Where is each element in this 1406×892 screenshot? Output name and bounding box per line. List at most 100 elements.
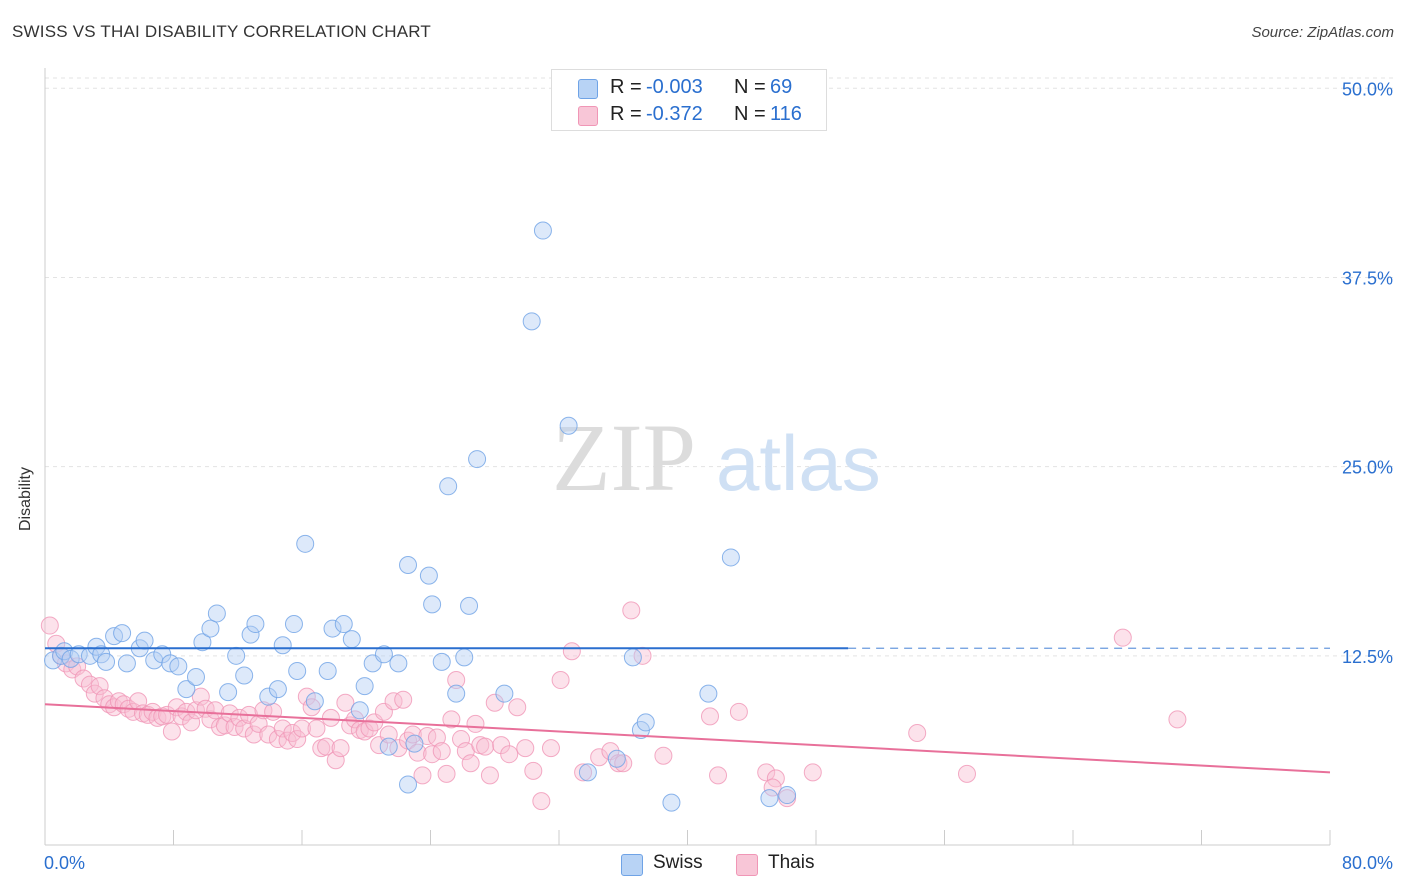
tick-labels: 12.5% 25.0% 37.5% 50.0% 0.0% 80.0% xyxy=(44,79,1393,873)
x-tick-label: 0.0% xyxy=(44,853,85,873)
thais-point xyxy=(654,746,673,765)
swiss-point xyxy=(318,661,337,680)
swiss-point xyxy=(259,687,278,706)
swiss-point xyxy=(55,642,74,661)
swiss-point xyxy=(399,775,418,794)
swiss-point xyxy=(399,556,418,575)
thais-point xyxy=(307,719,326,738)
thais-point xyxy=(574,763,593,782)
thais-point xyxy=(331,739,350,758)
y-tick-label: 25.0% xyxy=(1342,458,1393,478)
swiss-point xyxy=(662,793,681,812)
thais-point xyxy=(191,687,210,706)
thais-point xyxy=(403,725,422,744)
thais-point xyxy=(1168,710,1187,729)
thais-point xyxy=(908,724,927,743)
swiss-point xyxy=(241,625,260,644)
thais-point xyxy=(254,701,273,720)
swiss-point xyxy=(97,652,116,671)
thais-point xyxy=(423,745,442,764)
thais-point xyxy=(803,763,822,782)
swiss-point xyxy=(219,683,238,702)
correlation-legend: R = -0.003 N = 69 R = -0.372 N = 116 xyxy=(551,69,827,131)
swiss-point xyxy=(379,737,398,756)
swiss-point xyxy=(423,595,442,614)
thais-point xyxy=(562,642,581,661)
legend-swatch-swiss xyxy=(578,79,598,99)
swiss-point xyxy=(419,566,438,585)
swiss-point xyxy=(135,631,154,650)
swiss-point xyxy=(342,630,361,649)
thais-point xyxy=(225,717,244,736)
thais-point xyxy=(480,766,499,785)
thais-point xyxy=(1113,628,1132,647)
swiss-point xyxy=(699,684,718,703)
swiss-point xyxy=(495,684,514,703)
swiss-point xyxy=(288,661,307,680)
thais-point xyxy=(763,778,782,797)
thais-point xyxy=(326,751,345,770)
gridlines xyxy=(45,77,1393,657)
bottom-legend-swatch-swiss xyxy=(621,854,643,876)
thais-point xyxy=(413,766,432,785)
thais-point xyxy=(590,748,609,767)
thais-point xyxy=(516,739,535,758)
thais-point xyxy=(541,739,560,758)
thais-point xyxy=(485,693,504,712)
thais-point xyxy=(447,671,466,690)
thais-point xyxy=(729,702,748,721)
legend-r-value: -0.003 xyxy=(646,76,703,98)
swiss-point xyxy=(227,646,246,665)
thais-point xyxy=(244,725,263,744)
thais-point xyxy=(442,710,461,729)
thais-point xyxy=(384,692,403,711)
legend-row-swiss: R = -0.003 N = 69 xyxy=(552,74,826,100)
swiss-point xyxy=(207,604,226,623)
thais-point xyxy=(551,671,570,690)
swiss-point xyxy=(113,624,132,643)
swiss-point xyxy=(405,734,424,753)
thais-point xyxy=(182,713,201,732)
thais-point xyxy=(293,719,311,738)
thais-point xyxy=(476,737,495,756)
thais-point xyxy=(321,708,340,727)
swiss-point xyxy=(389,654,408,673)
thais-point xyxy=(394,690,413,709)
thais-point xyxy=(757,763,776,782)
swiss-point xyxy=(760,789,779,808)
swiss-point xyxy=(623,648,642,667)
thais-point xyxy=(524,761,543,780)
thais-point xyxy=(273,719,292,738)
thais-point xyxy=(508,698,527,717)
watermark: ZIP atlas xyxy=(552,404,881,511)
y-tick-label: 50.0% xyxy=(1342,79,1393,99)
swiss-point xyxy=(778,786,797,805)
swiss-point xyxy=(201,619,220,638)
swiss-point xyxy=(559,416,578,435)
thais-point xyxy=(427,728,446,747)
bottom-legend-swatch-thais xyxy=(736,854,758,876)
swiss-point xyxy=(177,680,196,699)
swiss-point xyxy=(350,701,369,720)
legend-n-value: 69 xyxy=(770,76,793,98)
thais-point xyxy=(143,702,162,721)
legend-swatch-thais xyxy=(578,106,598,126)
thais-point xyxy=(700,707,719,726)
swiss-point xyxy=(334,615,353,634)
swiss-point xyxy=(374,645,393,664)
legend-n-label: N = xyxy=(734,103,766,125)
thais-point xyxy=(532,792,551,811)
trend-lines xyxy=(44,647,1331,774)
thais-point xyxy=(40,616,59,635)
swiss-point xyxy=(636,713,655,732)
thais-point xyxy=(614,754,633,773)
thais-point xyxy=(90,677,109,696)
source-credit: Source: ZipAtlas.com xyxy=(1251,24,1394,41)
swiss-point xyxy=(533,221,552,240)
thais-point xyxy=(500,745,519,764)
thais-point xyxy=(360,719,379,738)
swiss-point xyxy=(193,633,212,652)
swiss-point xyxy=(235,666,254,685)
thais-point xyxy=(206,701,225,720)
x-tick-label: 80.0% xyxy=(1342,853,1393,873)
